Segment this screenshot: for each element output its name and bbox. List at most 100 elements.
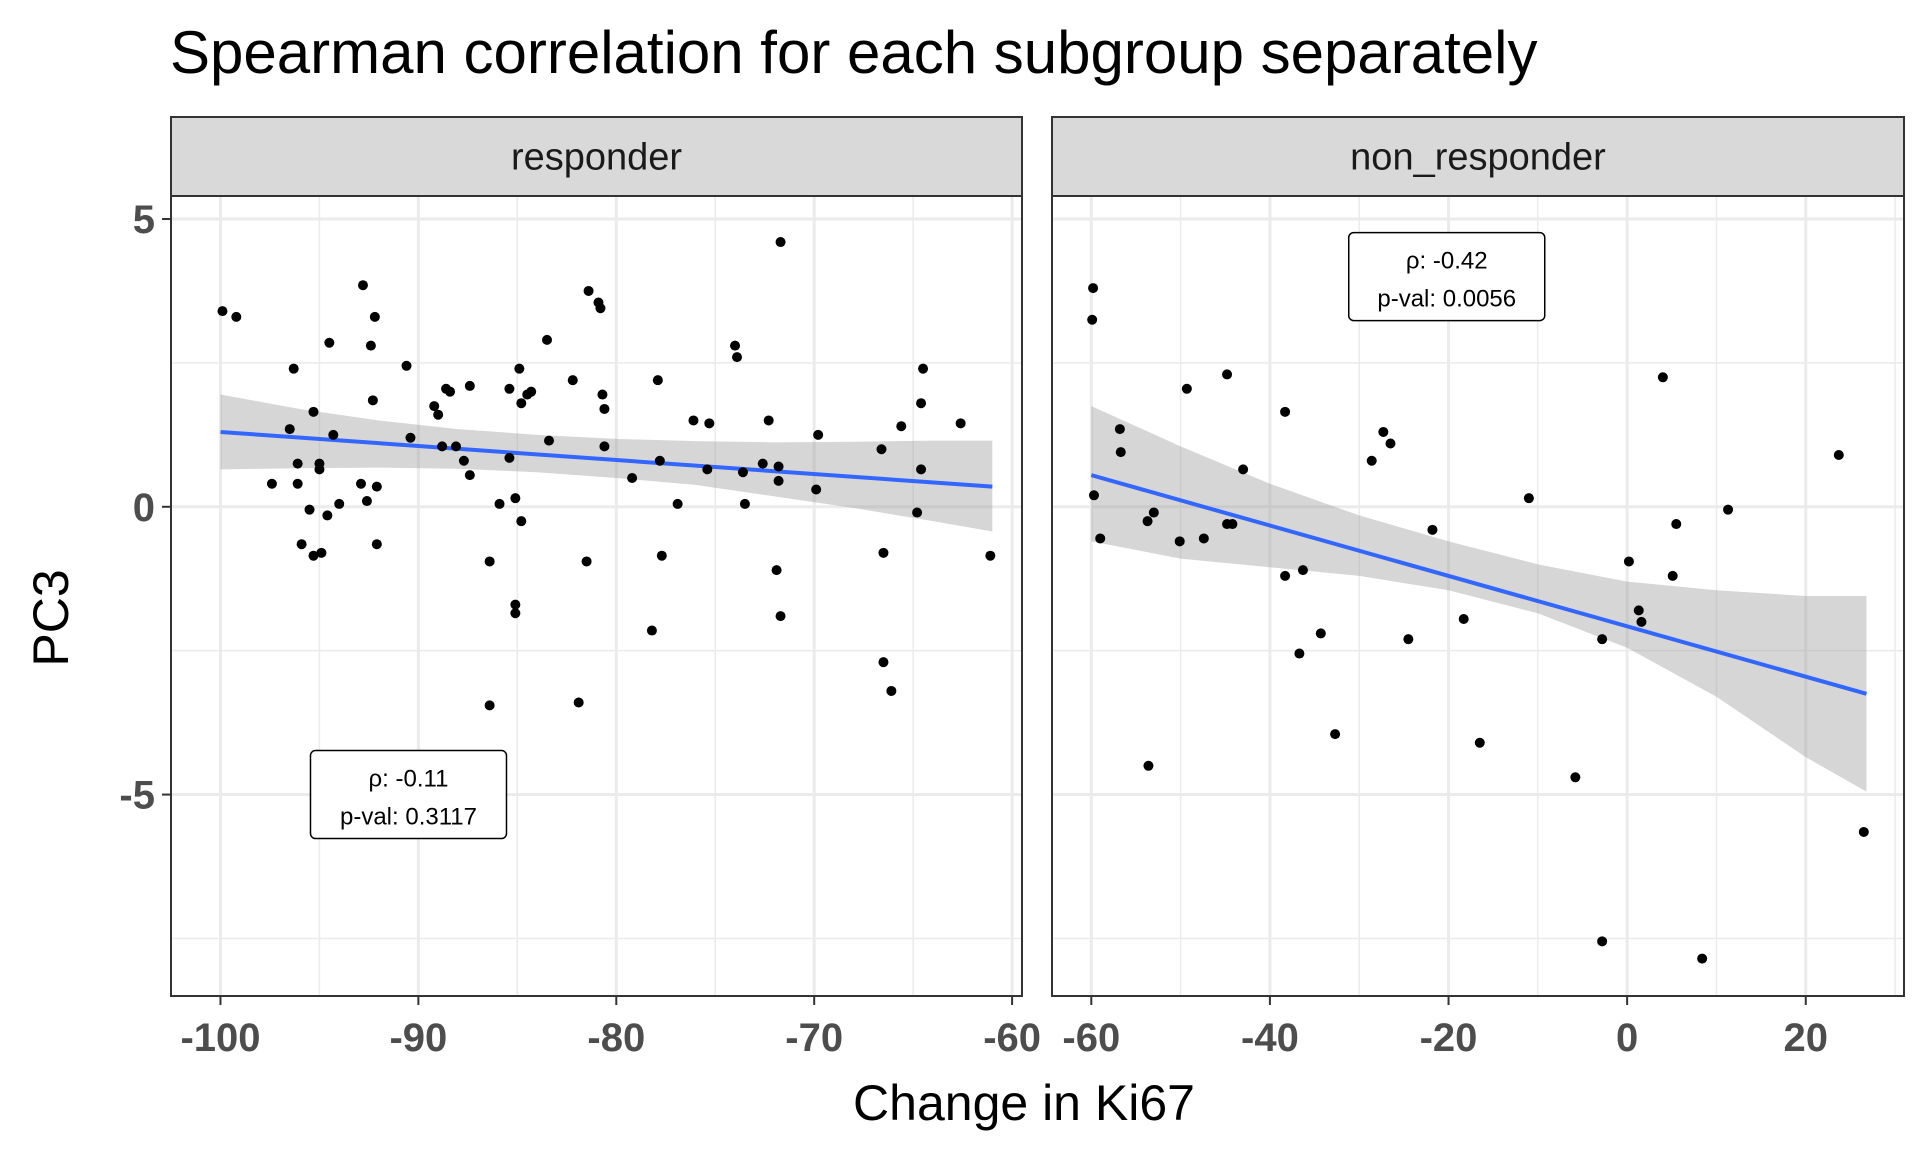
- data-point: [1280, 570, 1291, 581]
- data-point: [288, 363, 299, 374]
- data-point: [886, 685, 897, 696]
- correlation-label-box: [1347, 231, 1546, 322]
- data-point: [773, 461, 784, 472]
- data-point: [730, 340, 741, 351]
- data-point: [365, 340, 376, 351]
- data-point: [516, 516, 527, 527]
- x-tick-label: 0: [1616, 1016, 1638, 1060]
- data-point: [1385, 438, 1396, 449]
- data-point: [1088, 283, 1099, 294]
- x-tick-label: 20: [1784, 1016, 1829, 1060]
- facet-panel-responder: ρ: -0.11 p-val: 0.3117 responder -100 -90 -80…: [119, 116, 1041, 1060]
- data-point: [918, 363, 929, 374]
- data-point: [504, 383, 515, 394]
- data-point: [1222, 369, 1233, 380]
- data-point: [771, 565, 782, 576]
- correlation-label: ρ: -0.11 p-val: 0.3117: [309, 749, 508, 840]
- x-tick-label: -60: [983, 1016, 1041, 1060]
- data-point: [737, 467, 748, 478]
- data-point: [516, 398, 527, 409]
- data-point: [876, 444, 887, 455]
- data-point: [1523, 493, 1534, 504]
- data-point: [1633, 605, 1644, 616]
- regression-line: [1090, 473, 1868, 696]
- x-tick-label: -100: [180, 1016, 260, 1060]
- data-point: [704, 418, 715, 429]
- data-point: [652, 375, 663, 386]
- data-point: [656, 550, 667, 561]
- x-axis-title: Change in Ki67: [853, 1075, 1195, 1131]
- data-point: [316, 547, 327, 558]
- data-point: [1280, 406, 1291, 417]
- data-point: [401, 360, 412, 371]
- data-point: [1723, 504, 1734, 515]
- data-point: [646, 625, 657, 636]
- data-point: [371, 481, 382, 492]
- facet-strip-label: responder: [511, 137, 682, 179]
- data-point: [231, 311, 242, 322]
- data-point: [292, 478, 303, 489]
- data-point: [773, 475, 784, 486]
- x-tick-label: -60: [1062, 1016, 1120, 1060]
- data-point: [369, 311, 380, 322]
- rho-text: ρ: -0.11: [369, 766, 449, 793]
- data-point: [292, 458, 303, 469]
- data-point: [1114, 424, 1125, 435]
- data-point: [654, 455, 665, 466]
- data-point: [1458, 614, 1469, 625]
- correlation-label-box: [309, 749, 508, 840]
- data-point: [757, 458, 768, 469]
- data-point: [510, 608, 521, 619]
- data-point: [304, 504, 315, 515]
- data-point: [334, 498, 345, 509]
- data-point: [1597, 936, 1608, 947]
- confidence-ribbon: [1091, 406, 1867, 792]
- data-point: [510, 493, 521, 504]
- panel-background: [1052, 196, 1904, 996]
- x-tick-label: -90: [389, 1016, 447, 1060]
- data-point: [1088, 490, 1099, 501]
- data-point: [1315, 628, 1326, 639]
- data-point: [429, 401, 440, 412]
- facet-strip-label: non_responder: [1350, 137, 1606, 179]
- chart-title: Spearman correlation for each subgroup s…: [170, 19, 1537, 86]
- data-point: [813, 429, 824, 440]
- data-point: [296, 539, 307, 550]
- data-point: [581, 556, 592, 567]
- data-point: [1833, 449, 1844, 460]
- data-point: [308, 406, 319, 417]
- data-point: [583, 285, 594, 296]
- facet-panel-non-responder: ρ: -0.42 p-val: 0.0056 non_responder -60 -40…: [1051, 116, 1905, 1060]
- data-point: [405, 432, 416, 443]
- confidence-ribbon: [220, 394, 993, 532]
- data-point: [763, 415, 774, 426]
- data-point: [672, 498, 683, 509]
- data-point: [445, 386, 456, 397]
- data-point: [1238, 464, 1249, 475]
- y-tick-label: 5: [133, 198, 155, 242]
- data-point: [367, 395, 378, 406]
- data-point: [355, 478, 366, 489]
- data-point: [916, 398, 927, 409]
- data-point: [1697, 953, 1708, 964]
- data-point: [1403, 634, 1414, 645]
- data-point: [361, 496, 372, 507]
- data-point: [1597, 634, 1608, 645]
- data-point: [1181, 383, 1192, 394]
- data-point: [1198, 533, 1209, 544]
- y-tick-label: -5: [119, 774, 155, 818]
- pval-text: p-val: 0.3117: [340, 804, 477, 831]
- data-point: [308, 550, 319, 561]
- data-point: [916, 464, 927, 475]
- data-point: [702, 464, 713, 475]
- y-tick-label: 0: [133, 486, 155, 530]
- data-point: [484, 556, 495, 567]
- data-point: [1570, 772, 1581, 783]
- data-point: [357, 280, 368, 291]
- data-point: [1330, 729, 1341, 740]
- data-point: [450, 441, 461, 452]
- data-point: [985, 550, 996, 561]
- data-point: [314, 458, 325, 469]
- data-point: [437, 441, 448, 452]
